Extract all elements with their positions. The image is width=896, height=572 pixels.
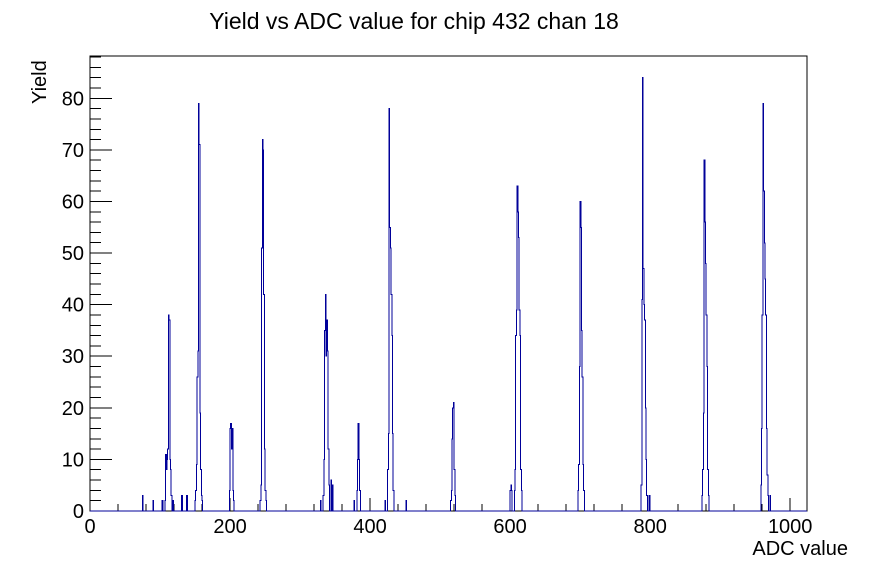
x-tick-labels: 0 200 400 600 800 1000 xyxy=(84,516,812,538)
svg-text:20: 20 xyxy=(62,398,84,420)
svg-text:50: 50 xyxy=(62,243,84,265)
svg-text:60: 60 xyxy=(62,191,84,213)
histogram-line xyxy=(90,77,807,512)
x-axis-title: ADC value xyxy=(752,538,848,560)
svg-text:1000: 1000 xyxy=(768,516,813,538)
svg-text:0: 0 xyxy=(73,501,84,523)
svg-text:30: 30 xyxy=(62,346,84,368)
svg-text:80: 80 xyxy=(62,88,84,110)
svg-text:70: 70 xyxy=(62,140,84,162)
y-tick-labels: 0 10 20 30 40 50 60 70 80 xyxy=(62,88,84,523)
svg-text:600: 600 xyxy=(493,516,526,538)
svg-text:10: 10 xyxy=(62,449,84,471)
svg-text:0: 0 xyxy=(84,516,95,538)
svg-text:200: 200 xyxy=(213,516,246,538)
svg-text:800: 800 xyxy=(633,516,666,538)
chart-title: Yield vs ADC value for chip 432 chan 18 xyxy=(209,8,619,34)
axis-ticks xyxy=(89,56,791,512)
svg-text:400: 400 xyxy=(353,516,386,538)
svg-text:40: 40 xyxy=(62,295,84,317)
